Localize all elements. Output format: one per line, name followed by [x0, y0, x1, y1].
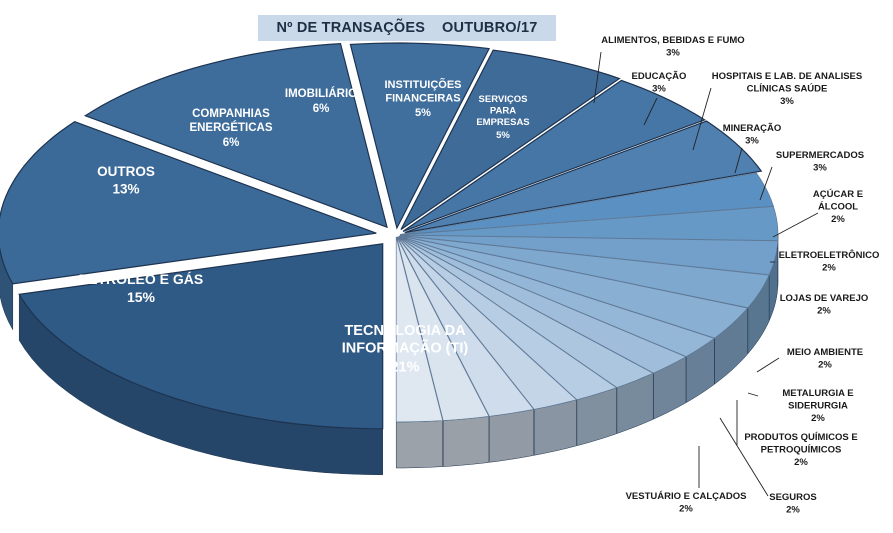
slice-value-label: 2%: [817, 306, 831, 317]
slice-value-label: 2%: [822, 263, 836, 274]
slice-value-label: 2%: [831, 214, 845, 225]
slice-value-label: 6%: [313, 103, 330, 115]
slice-value-label: 3%: [666, 48, 680, 59]
slice-value-label: 2%: [818, 360, 832, 371]
leader-line: [772, 212, 819, 238]
pie-slice: [83, 42, 388, 229]
slice-label: CLÍNICAS SAÚDE: [747, 83, 828, 95]
slice-label: COMPANHIAS: [192, 108, 270, 120]
pie-slice: [18, 243, 384, 430]
slice-label: AÇÚCAR E: [813, 188, 863, 200]
pie-slice: [396, 236, 535, 417]
pie-slice: [399, 172, 774, 235]
slice-label: HOSPITAIS E LAB. DE ANALISES: [712, 71, 862, 82]
slice-label: PETRÓLEO E GÁS: [79, 270, 203, 287]
leader-line: [734, 147, 743, 174]
pie-slice: [397, 236, 578, 410]
pie-slice: [404, 120, 763, 234]
pie-slice: [395, 236, 444, 423]
slice-value-label: 3%: [813, 163, 827, 174]
slice-value-label: 5%: [415, 107, 431, 119]
pie-slice: [349, 42, 491, 230]
slice-value-label: 21%: [390, 359, 419, 375]
slice-value-label: 2%: [794, 457, 808, 468]
slice-label: TECNOLOGIA DA: [344, 323, 466, 339]
slice-label: ELETROELETRÔNICO: [779, 249, 880, 261]
pie-slice: [399, 234, 779, 276]
leader-line: [593, 51, 602, 104]
slice-value-label: 6%: [223, 137, 240, 149]
pie-slice-side: [489, 409, 535, 463]
slice-value-label: 13%: [112, 181, 139, 196]
slice-value-label: 2%: [679, 504, 693, 515]
leader-line: [643, 97, 658, 126]
pie-slice-side: [442, 416, 490, 467]
slice-label: INSTITUIÇÕES: [384, 78, 461, 91]
slice-label: PRODUTOS QUÍMICOS E: [744, 432, 857, 443]
pie-slice: [400, 49, 621, 230]
slice-label: IMOBILIÁRIO: [285, 87, 357, 100]
slice-label: SEGUROS: [769, 492, 817, 503]
slice-label: ALIMENTOS, BEBIDAS E FUMO: [601, 35, 744, 46]
slice-value-label: 5%: [496, 130, 510, 141]
pie-slice: [402, 79, 706, 232]
slice-label: PETROQUÍMICOS: [761, 445, 842, 456]
chart-title: Nº DE TRANSAÇÕES OUTUBRO/17: [258, 15, 556, 41]
slice-label: LOJAS DE VAREJO: [780, 293, 869, 304]
pie-slice-side: [395, 420, 443, 469]
slice-label: VESTUÁRIO E CALÇADOS: [626, 491, 747, 502]
slice-label: FINANCEIRAS: [385, 92, 460, 104]
slice-label: EDUCAÇÃO: [632, 71, 687, 82]
slice-label: INFORMAÇÃO (TI): [342, 339, 469, 357]
slice-label: METALURGIA E: [782, 388, 853, 399]
pie-slice: [399, 235, 770, 309]
slice-value-label: 3%: [652, 84, 666, 95]
pie-slice: [396, 236, 490, 421]
slice-label: SUPERMERCADOS: [776, 150, 864, 161]
leader-line: [756, 357, 780, 373]
slice-value-label: 2%: [786, 505, 800, 516]
leader-line: [719, 417, 769, 497]
slice-value-label: 3%: [745, 136, 759, 147]
slice-label: ENERGÉTICAS: [189, 121, 272, 134]
pie-slice: [0, 121, 377, 285]
pie-slice: [399, 206, 779, 241]
slice-label: MEIO AMBIENTE: [787, 347, 863, 358]
leader-line: [759, 166, 773, 201]
slice-label: ÁLCOOL: [818, 202, 858, 213]
leader-line: [692, 87, 712, 151]
slice-value-label: 2%: [811, 413, 825, 424]
slice-value-label: 15%: [127, 289, 156, 305]
slice-label: MINERAÇÃO: [723, 123, 782, 134]
pie-slice: [399, 235, 749, 339]
slice-label: EMPRESAS: [476, 117, 529, 128]
slice-label: SIDERURGIA: [788, 401, 848, 412]
leader-line: [747, 392, 759, 397]
slice-label: PARA: [490, 106, 516, 117]
slice-label: SERVIÇOS: [479, 94, 528, 105]
slice-value-label: 3%: [780, 96, 794, 107]
slice-label: OUTROS: [97, 164, 155, 179]
